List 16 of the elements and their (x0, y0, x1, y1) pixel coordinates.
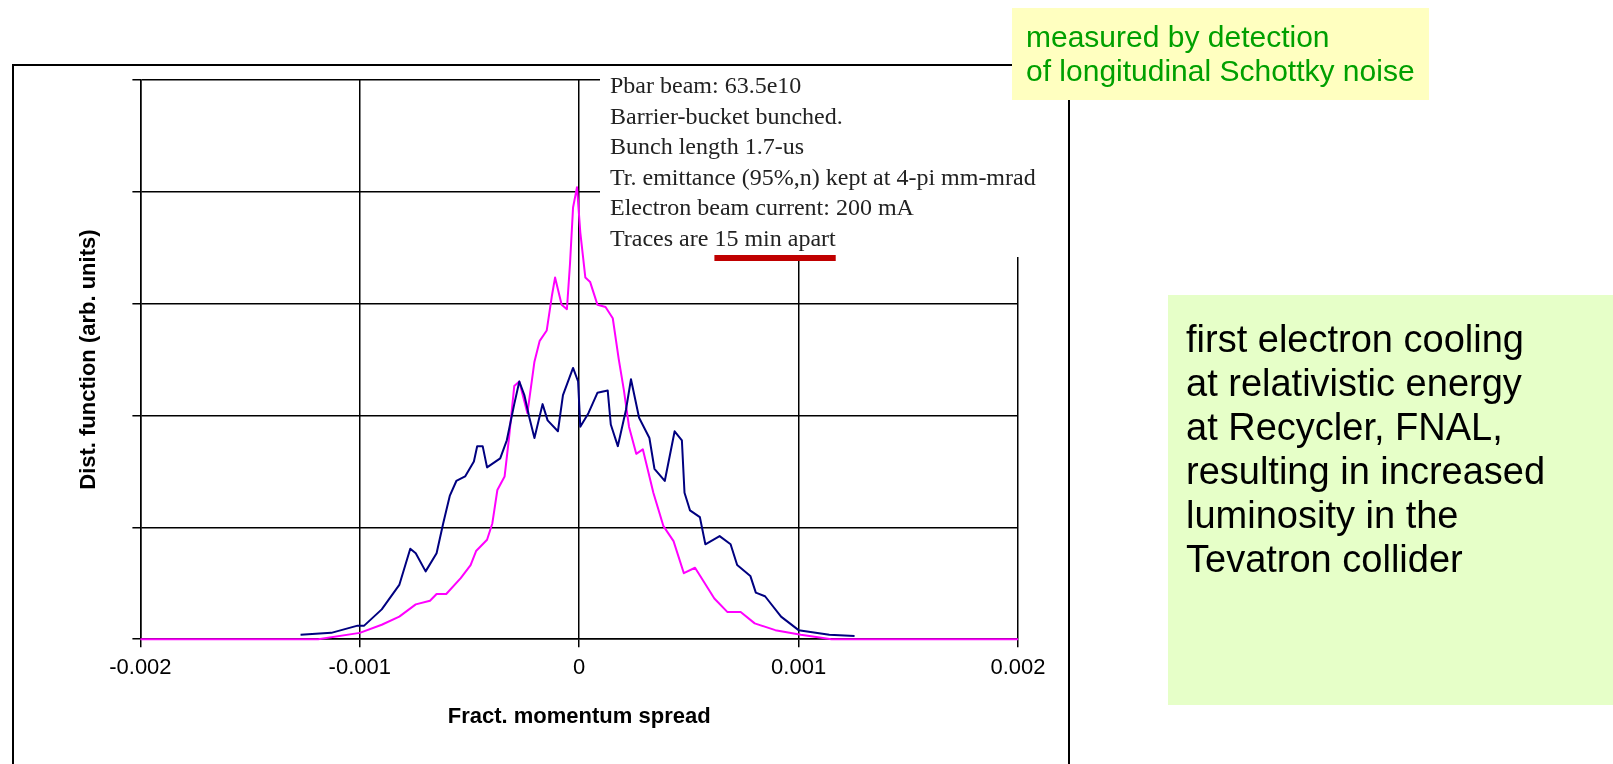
text: of longitudinal Schottky noise (1026, 54, 1415, 88)
x-tick-label: 0 (573, 654, 586, 680)
x-tick-label: -0.002 (109, 654, 172, 680)
annotation: Electron beam current: 200 mA (610, 193, 915, 222)
text: measured by detection (1026, 20, 1331, 54)
x-tick-label: -0.001 (328, 654, 391, 680)
text: Pbar beam: 63.5e10 (610, 72, 802, 98)
text: first electron cooling at relativistic energy at Recycler, FNAL, resulting in increased luminosity in the Tevatron collider (1186, 317, 1547, 581)
x-axis-title: Fract. momentum spread (447, 702, 711, 728)
x-tick-label: 0.001 (771, 654, 827, 680)
x-tick-label: 0.002 (990, 654, 1046, 680)
text: Barrier-bucket bunched. (610, 101, 844, 131)
y-axis-title: Dist. function (arb. units) (75, 229, 101, 490)
text: Bunch length 1.7-us (610, 132, 805, 161)
annotation: Traces are 15 min apart (610, 223, 837, 253)
annotation: Tr. emittance (95%,n) kept at 4-pi mm-mrad (610, 162, 1036, 192)
